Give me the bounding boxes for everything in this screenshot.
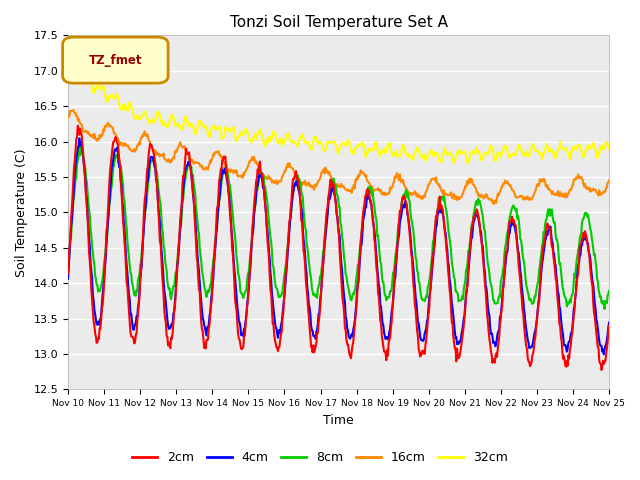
4cm	[421, 331, 429, 336]
32cm	[67, 58, 74, 63]
FancyBboxPatch shape	[63, 37, 168, 83]
8cm	[76, 142, 83, 148]
16cm	[421, 194, 429, 200]
Line: 2cm: 2cm	[68, 126, 609, 370]
16cm	[75, 116, 83, 121]
4cm	[64, 276, 72, 281]
4cm	[600, 351, 607, 357]
32cm	[605, 146, 613, 152]
16cm	[70, 107, 77, 113]
16cm	[605, 178, 613, 183]
32cm	[131, 116, 138, 121]
2cm	[421, 351, 429, 357]
32cm	[405, 151, 413, 157]
32cm	[64, 64, 72, 70]
4cm	[214, 210, 221, 216]
8cm	[421, 298, 429, 304]
Legend: 2cm, 4cm, 8cm, 16cm, 32cm: 2cm, 4cm, 8cm, 16cm, 32cm	[127, 446, 513, 469]
2cm	[598, 367, 605, 373]
2cm	[64, 270, 72, 276]
2cm	[214, 203, 221, 209]
8cm	[214, 213, 221, 219]
Line: 32cm: 32cm	[68, 60, 609, 163]
2cm	[74, 123, 82, 129]
2cm	[75, 126, 83, 132]
2cm	[405, 223, 413, 228]
4cm	[131, 325, 138, 331]
16cm	[214, 149, 221, 155]
16cm	[131, 146, 138, 152]
2cm	[186, 149, 193, 155]
16cm	[490, 201, 498, 207]
32cm	[75, 79, 83, 85]
32cm	[421, 152, 429, 158]
2cm	[605, 323, 613, 329]
Line: 16cm: 16cm	[68, 110, 609, 204]
8cm	[64, 267, 72, 273]
32cm	[214, 126, 221, 132]
8cm	[601, 306, 609, 312]
2cm	[131, 340, 138, 346]
Title: Tonzi Soil Temperature Set A: Tonzi Soil Temperature Set A	[230, 15, 447, 30]
8cm	[186, 161, 193, 167]
Y-axis label: Soil Temperature (C): Soil Temperature (C)	[15, 148, 28, 276]
16cm	[405, 190, 413, 195]
Line: 4cm: 4cm	[68, 138, 609, 354]
16cm	[64, 113, 72, 119]
8cm	[605, 288, 613, 294]
4cm	[605, 320, 613, 325]
32cm	[186, 121, 193, 127]
4cm	[186, 159, 193, 165]
4cm	[76, 135, 83, 141]
4cm	[405, 220, 413, 226]
Line: 8cm: 8cm	[68, 145, 609, 309]
X-axis label: Time: Time	[323, 414, 354, 427]
4cm	[74, 145, 82, 151]
8cm	[74, 157, 82, 163]
Text: TZ_fmet: TZ_fmet	[89, 54, 142, 67]
8cm	[131, 292, 138, 298]
16cm	[186, 156, 193, 162]
32cm	[464, 160, 472, 166]
8cm	[405, 196, 413, 202]
